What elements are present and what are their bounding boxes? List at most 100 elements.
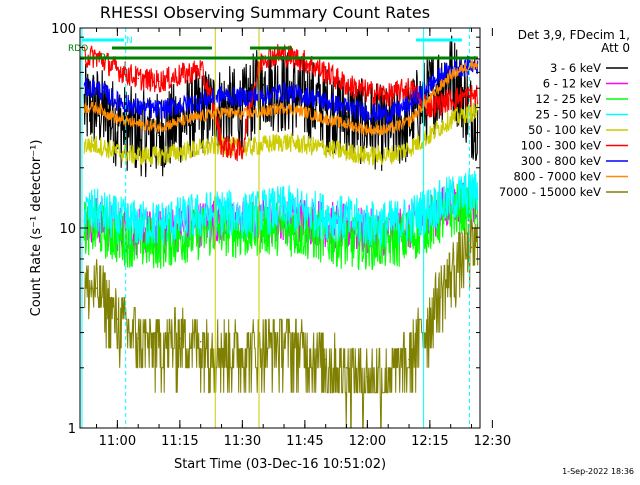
series-line bbox=[84, 219, 479, 429]
data-point bbox=[158, 154, 160, 157]
data-point bbox=[179, 337, 181, 340]
data-point bbox=[429, 106, 431, 109]
legend-label: 7000 - 15000 keV bbox=[499, 185, 601, 199]
series-7000-15000-kev bbox=[84, 219, 479, 429]
legend-header-line-1: Det 3,9, FDecim 1, bbox=[518, 28, 630, 42]
data-point bbox=[158, 223, 160, 225]
legend-label: 3 - 6 keV bbox=[550, 61, 601, 75]
data-point bbox=[470, 246, 473, 249]
data-point bbox=[408, 218, 410, 221]
data-point bbox=[429, 134, 431, 137]
data-point bbox=[199, 68, 202, 71]
data-point bbox=[179, 74, 181, 77]
data-point bbox=[345, 218, 348, 221]
data-point bbox=[304, 144, 306, 146]
data-point bbox=[137, 77, 139, 80]
data-point bbox=[116, 151, 119, 153]
data-point bbox=[95, 211, 98, 213]
data-point bbox=[345, 123, 348, 126]
series-50-100-kev bbox=[83, 102, 479, 166]
data-point bbox=[262, 227, 265, 229]
series-line bbox=[83, 58, 479, 136]
x-axis-label: Start Time (03-Dec-16 10:51:02) bbox=[174, 457, 386, 472]
data-point bbox=[158, 80, 160, 83]
data-point bbox=[283, 140, 285, 143]
legend-label: 800 - 7000 keV bbox=[513, 170, 601, 184]
data-point bbox=[470, 63, 473, 65]
data-point bbox=[158, 126, 160, 128]
data-point bbox=[449, 118, 452, 120]
flag-label-n: N bbox=[126, 36, 133, 46]
data-point bbox=[449, 271, 452, 274]
data-point bbox=[470, 111, 473, 113]
data-point bbox=[324, 358, 327, 361]
data-point bbox=[283, 340, 285, 343]
axis-layer: 1 10 100 11:00 11:15 11:30 11:45 12:00 12:15 12:3… bbox=[51, 22, 511, 449]
data-point bbox=[137, 131, 139, 134]
data-point bbox=[199, 215, 202, 217]
data-point bbox=[429, 98, 431, 101]
data-point bbox=[137, 337, 139, 340]
data-point bbox=[324, 147, 327, 150]
data-point bbox=[387, 371, 390, 374]
y-axis-label: Count Rate (s⁻¹ detector⁻¹) bbox=[29, 140, 44, 317]
data-point bbox=[387, 241, 390, 243]
data-point bbox=[262, 211, 265, 213]
legend: Det 3,9, FDecim 1, Att 0 3 - 6 keV 6 - 12… bbox=[499, 28, 630, 199]
data-point bbox=[304, 111, 306, 113]
legend-label: 300 - 800 keV bbox=[521, 154, 601, 168]
data-point bbox=[179, 151, 181, 153]
generation-timestamp: 1-Sep-2022 18:36 bbox=[562, 467, 634, 476]
data-point bbox=[116, 68, 119, 71]
series-layer bbox=[83, 35, 479, 429]
data-point bbox=[137, 123, 139, 126]
x-tick-label: 11:45 bbox=[286, 434, 323, 449]
data-point bbox=[345, 115, 348, 118]
data-point bbox=[387, 113, 390, 116]
series-line bbox=[83, 102, 479, 166]
data-point bbox=[283, 106, 285, 109]
data-point bbox=[220, 111, 223, 113]
data-point bbox=[345, 241, 348, 243]
data-point bbox=[262, 344, 265, 346]
data-point bbox=[241, 215, 244, 217]
data-point bbox=[241, 96, 244, 99]
data-point bbox=[199, 115, 202, 118]
data-point bbox=[137, 223, 139, 225]
flag-label-rdo: RDO bbox=[68, 44, 88, 54]
data-point bbox=[262, 111, 265, 113]
data-point bbox=[366, 223, 369, 225]
data-point bbox=[408, 87, 410, 89]
series-line bbox=[83, 43, 479, 162]
data-point bbox=[366, 91, 369, 93]
data-point bbox=[241, 113, 244, 116]
legend-label: 100 - 300 keV bbox=[521, 139, 601, 153]
data-point bbox=[158, 134, 160, 137]
y-tick-label: 10 bbox=[59, 222, 76, 237]
data-point bbox=[324, 118, 327, 120]
data-point bbox=[199, 340, 202, 343]
data-point bbox=[158, 344, 160, 346]
data-point bbox=[387, 223, 390, 225]
data-point bbox=[324, 106, 327, 109]
series-line bbox=[83, 55, 479, 126]
data-point bbox=[179, 120, 181, 123]
data-point bbox=[283, 227, 285, 229]
data-point bbox=[179, 104, 181, 107]
data-point bbox=[304, 231, 306, 234]
y-tick-label: 1 bbox=[68, 422, 76, 437]
data-point bbox=[408, 236, 410, 238]
data-point bbox=[449, 74, 452, 77]
data-point bbox=[199, 100, 202, 103]
data-point bbox=[262, 94, 265, 97]
data-point bbox=[324, 215, 327, 217]
data-point bbox=[116, 118, 119, 120]
data-point bbox=[408, 104, 410, 107]
data-point bbox=[220, 347, 223, 350]
series-100-300-kev bbox=[83, 43, 479, 162]
data-point bbox=[116, 318, 119, 321]
x-tick-label: 12:00 bbox=[349, 434, 386, 449]
data-point bbox=[366, 154, 369, 157]
data-point bbox=[366, 241, 369, 243]
data-point bbox=[158, 109, 160, 111]
